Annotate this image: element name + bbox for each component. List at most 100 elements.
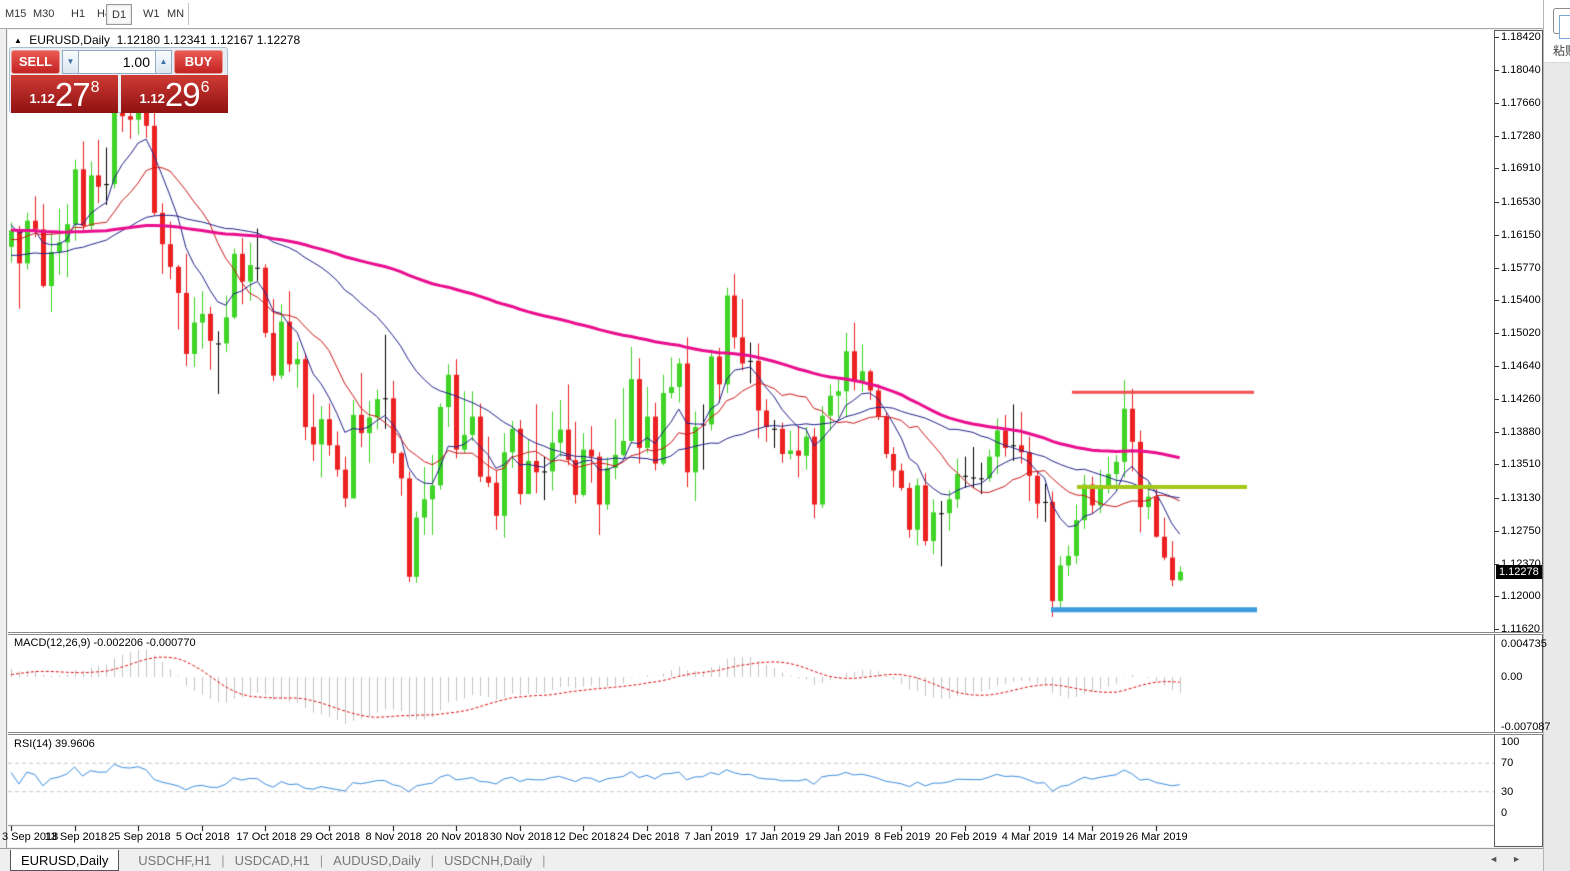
volume-decrease-button[interactable]: ▼ [62, 50, 79, 74]
date-axis-tick [1155, 826, 1157, 831]
price-axis-label: 1.17660 [1501, 97, 1541, 110]
date-axis-label: 4 Mar 2019 [1001, 831, 1058, 843]
price-axis-tick [1495, 629, 1499, 630]
date-axis-label: 24 Dec 2018 [617, 831, 680, 843]
date-axis-tick [74, 826, 76, 831]
buy-price-display[interactable]: 1.12 29 6 [121, 75, 228, 113]
price-axis-label: 1.16910 [1501, 162, 1541, 175]
buy-button[interactable]: BUY [174, 50, 223, 74]
macd-axis-label: -0.007087 [1501, 720, 1551, 733]
macd-axis-label: 0.004735 [1501, 637, 1547, 650]
volume-stepper: ▼ ▲ [62, 50, 172, 74]
one-click-trading-panel: SELL ▼ ▲ BUY 1.12 27 8 1.12 29 6 [9, 47, 228, 113]
chart-title-symbol: EURUSD,Daily [29, 33, 110, 47]
macd-panel-splitter[interactable] [8, 632, 1543, 635]
adjacent-app-toolbar: 粘贴 [1544, 0, 1570, 63]
price-axis-label: 1.14640 [1501, 360, 1541, 373]
date-axis-label: 17 Oct 2018 [236, 831, 297, 843]
rsi-axis-label: 100 [1501, 736, 1520, 748]
price-axis-tick [1495, 464, 1499, 466]
date-axis-label: 25 Sep 2018 [108, 831, 171, 843]
date-axis-label: 12 Dec 2018 [553, 831, 616, 843]
timeframe-button-w1[interactable]: W1 [143, 8, 160, 20]
sell-price-base: 1.12 [29, 91, 55, 106]
volume-increase-button[interactable]: ▲ [155, 50, 172, 74]
buy-price-base: 1.12 [139, 91, 165, 106]
collapse-triangle-icon[interactable]: ▲ [14, 36, 22, 45]
date-axis-label: 7 Jan 2019 [684, 831, 739, 843]
date-axis-tick [965, 826, 966, 831]
tab-scroll-right-icon[interactable]: ► [1512, 854, 1521, 864]
price-axis-tick [1495, 201, 1499, 203]
price-axis-label: 1.18040 [1501, 64, 1541, 77]
price-axis-tick [1495, 136, 1499, 138]
current-price-tag: 1.12278 [1496, 564, 1542, 579]
date-axis-tick [456, 826, 458, 831]
tab-usdcnh-daily[interactable]: USDCNH,Daily [443, 852, 533, 868]
timeframe-button-m15[interactable]: M15 [5, 8, 27, 20]
date-axis-tick [583, 826, 585, 831]
date-axis-tick [647, 826, 648, 831]
rsi-panel-splitter[interactable] [8, 732, 1543, 735]
date-axis-label: 3 Sep 2018 [2, 831, 59, 843]
price-axis-tick [1495, 299, 1499, 301]
timeframe-toolbar: M15 M30 H1 H4 D1 W1 MN [0, 0, 1543, 29]
tab-audusd-daily[interactable]: AUDUSD,Daily [333, 852, 421, 868]
price-axis-tick [1495, 103, 1499, 105]
price-axis-tick [1495, 168, 1499, 170]
date-axis-label: 26 Mar 2019 [1125, 831, 1188, 843]
price-axis-label: 1.13880 [1501, 426, 1541, 439]
date-axis-tick [774, 826, 776, 831]
tab-divider: | [319, 852, 324, 868]
timeframe-button-d1[interactable]: D1 [106, 4, 133, 25]
paste-button-label[interactable]: 粘贴 [1553, 44, 1570, 58]
price-axis-tick [1495, 366, 1499, 368]
date-axis-label: 13 Sep 2018 [44, 831, 107, 843]
date-axis-label: 14 Mar 2019 [1062, 831, 1125, 843]
price-axis-tick [1495, 37, 1499, 38]
date-axis-label: 8 Nov 2018 [365, 831, 422, 843]
date-axis-label: 5 Oct 2018 [175, 831, 230, 843]
tab-usdcad-h1[interactable]: USDCAD,H1 [234, 852, 310, 868]
price-axis-label: 1.12750 [1501, 524, 1541, 537]
tab-eurusd-daily[interactable]: EURUSD,Daily [10, 849, 120, 871]
date-axis-label: 20 Feb 2019 [935, 831, 997, 843]
timeframe-button-m30[interactable]: M30 [33, 8, 55, 20]
buy-price-big: 29 [164, 76, 201, 113]
price-axis-label: 1.15770 [1501, 261, 1541, 274]
date-axis-tick [837, 826, 839, 831]
date-axis-tick [392, 826, 394, 831]
price-axis-label: 1.16150 [1501, 228, 1541, 241]
price-axis-label: 1.15400 [1501, 293, 1541, 306]
price-axis-label: 1.16530 [1501, 195, 1541, 208]
date-axis-label: 8 Feb 2019 [874, 831, 931, 843]
price-axis-tick [1495, 399, 1499, 401]
tab-scroll-left-icon[interactable]: ◄ [1489, 854, 1498, 864]
date-axis-tick [1028, 826, 1030, 831]
date-axis-tick [901, 826, 903, 831]
price-axis-label: 1.18420 [1501, 31, 1541, 43]
timeframe-button-h1[interactable]: H1 [71, 8, 86, 20]
date-axis-tick [519, 826, 521, 831]
price-axis-tick [1495, 267, 1499, 269]
sell-price-display[interactable]: 1.12 27 8 [11, 75, 118, 113]
rsi-axis-label: 70 [1501, 757, 1514, 770]
chart-tab-bar: EURUSD,Daily USDCHF,H1 | USDCAD,H1 | AUDUSD,… [0, 848, 1543, 871]
volume-input[interactable] [79, 50, 155, 74]
price-axis-tick [1495, 530, 1499, 532]
toolbar-separator [188, 3, 189, 25]
chart-title-quotes: 1.12180 1.12341 1.12167 1.12278 [116, 33, 301, 47]
date-axis-label: 29 Jan 2019 [808, 831, 870, 843]
date-axis-tick [11, 826, 12, 831]
timeframe-button-mn[interactable]: MN [167, 8, 185, 20]
price-axis-label: 1.13130 [1501, 491, 1541, 504]
date-axis-tick [1092, 826, 1094, 831]
price-chart-canvas[interactable] [8, 30, 1494, 847]
sell-button[interactable]: SELL [11, 50, 60, 74]
macd-axis-label: 0.00 [1501, 671, 1523, 683]
tab-usdchf-h1[interactable]: USDCHF,H1 [138, 852, 212, 868]
paste-clipboard-icon[interactable] [1553, 8, 1570, 39]
price-axis-label: 1.14260 [1501, 393, 1541, 406]
rsi-axis-label: 0 [1501, 807, 1508, 819]
window-left-edge [6, 29, 7, 849]
